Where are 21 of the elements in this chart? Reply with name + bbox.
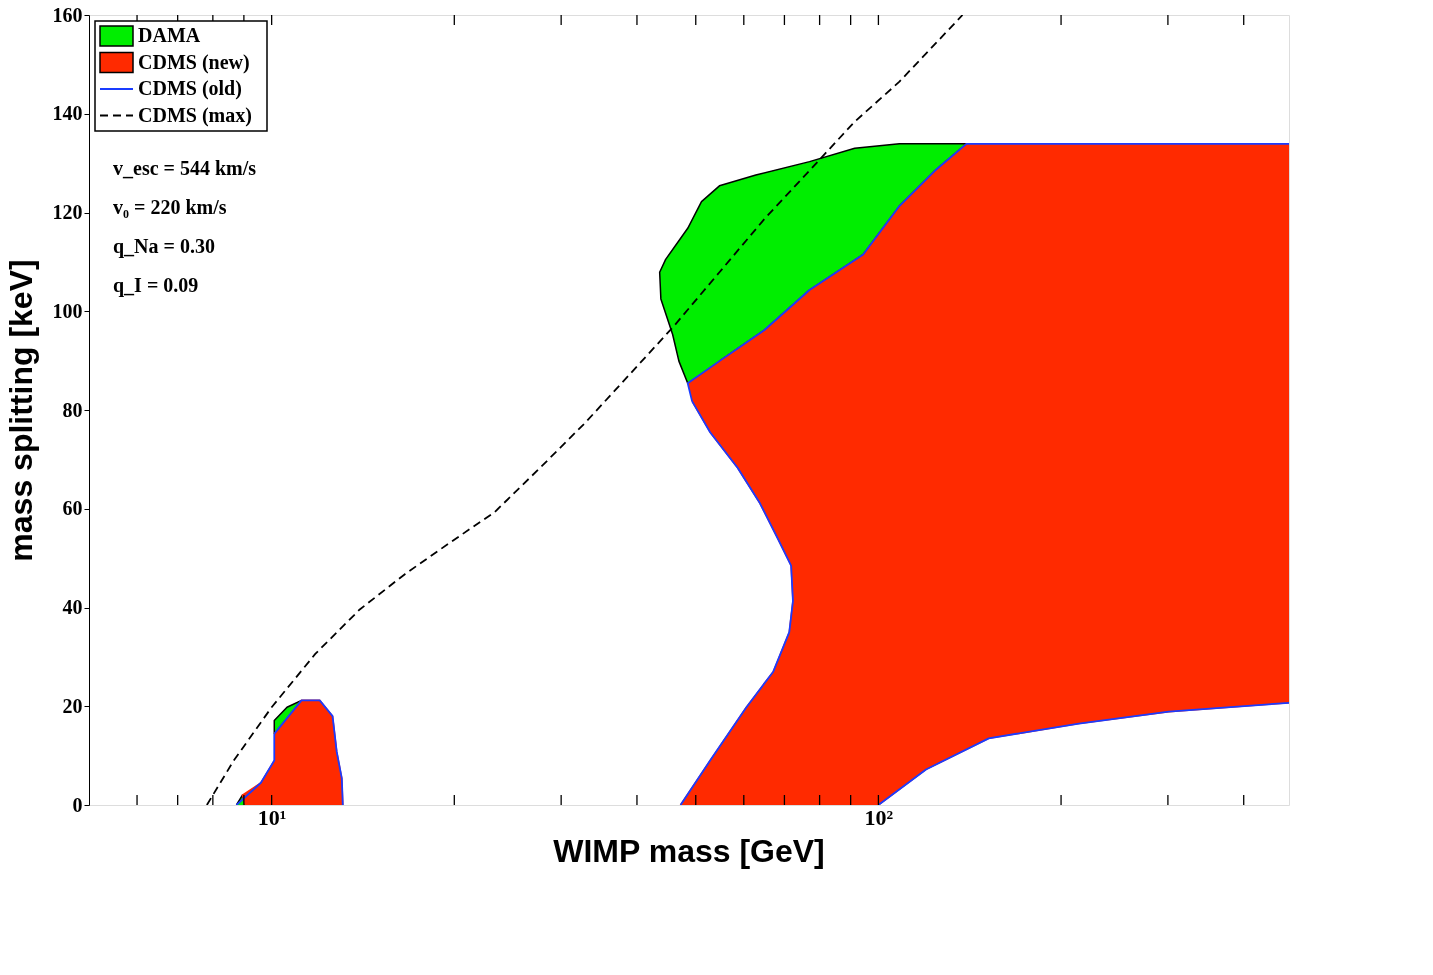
annotation: v_esc = 544 km/s [113, 156, 257, 179]
legend-label: CDMS (old) [138, 77, 242, 100]
legend-label: CDMS (new) [138, 50, 250, 74]
annotation: q_Na = 0.30 [113, 234, 215, 258]
legend-label: DAMA [138, 24, 201, 46]
x-tick-label: 10¹ [257, 804, 287, 830]
x-tick-label: 10² [864, 804, 894, 830]
y-tick-label: 60 [62, 497, 83, 520]
y-tick-label: 0 [72, 793, 83, 816]
annotation: v₀ = 220 km/s [113, 195, 227, 218]
y-tick-label: 140 [52, 102, 83, 125]
y-tick-label: 80 [62, 398, 83, 421]
y-tick-label: 120 [52, 201, 83, 223]
legend-label: CDMS (max) [138, 103, 252, 127]
x-axis-title: WIMP mass [GeV] [553, 833, 825, 869]
y-tick-label: 20 [62, 694, 83, 717]
y-tick-label: 160 [52, 3, 83, 26]
annotation: q_I = 0.09 [113, 273, 199, 297]
y-axis-title: mass splitting [keV] [2, 259, 39, 562]
y-tick-label: 40 [62, 596, 83, 618]
y-tick-label: 100 [52, 299, 83, 322]
